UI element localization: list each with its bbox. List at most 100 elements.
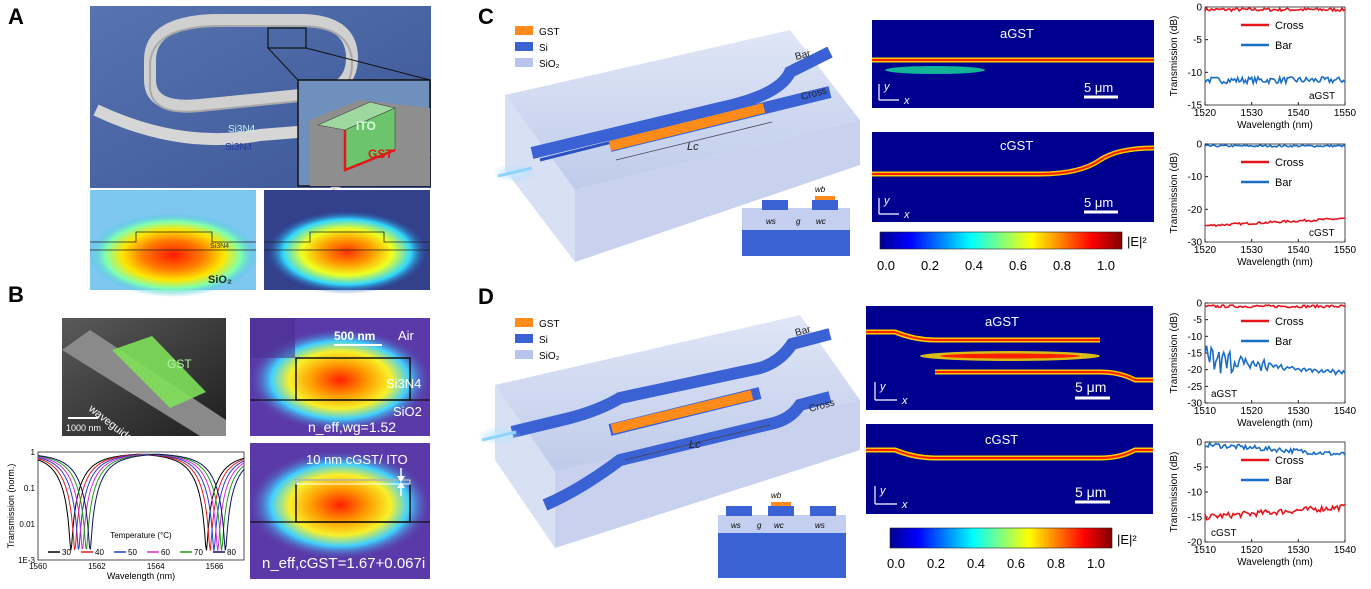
label-sio2: SiO₂ <box>208 274 232 286</box>
y-tick-label: -15 <box>1188 101 1203 112</box>
legend-label: Cross <box>1275 157 1304 169</box>
c-wb-label: wb <box>815 185 826 194</box>
annotation-label: cGST <box>1211 528 1237 539</box>
x-tick-label: 1520 <box>1194 245 1217 256</box>
series-line-bar <box>1204 74 1346 87</box>
d-lc-label: Lc <box>689 439 701 451</box>
y-tick-label: 0 <box>1196 140 1202 151</box>
chart-ring-transmission: 1560 1562 1564 1566 1 0.1 0.01 1E-3 Wavelength (… <box>6 448 245 581</box>
c-legend-sio2: SiO₂ <box>539 59 560 70</box>
legend-title: Temperature (°C) <box>110 531 172 540</box>
d-g-label: g <box>757 521 762 530</box>
plot-frame <box>1204 6 1346 106</box>
y-tick-label: -5 <box>1193 315 1202 326</box>
panel-a: A ITO GST Si3N4 Si3N4 Si3N4 SiO₂ <box>8 4 432 297</box>
d-axis-x-c: x <box>901 499 908 511</box>
label-si3n4-b: Si3N4 <box>386 376 421 391</box>
x-tick-label: 1550 <box>1334 245 1357 256</box>
c-bar-label: Bar <box>794 48 813 63</box>
colorbar-tick: 1.0 <box>1097 258 1115 273</box>
d-field-agst-label: aGST <box>985 314 1019 329</box>
legend-label: Cross <box>1275 455 1304 467</box>
ring-shadow <box>149 25 354 113</box>
colorbar-tick: 0.8 <box>1047 556 1065 571</box>
chart-d-cgst: 1510 1520 1530 1540 0 -5 -10 -15 -20 Wavelength (… <box>1169 438 1357 569</box>
y-tick-label: 1 <box>31 448 36 457</box>
x-axis-label: Wavelength (nm) <box>1237 257 1313 268</box>
y-tick-label: -20 <box>1188 205 1203 216</box>
y-tick-label: 0.01 <box>19 520 35 529</box>
series-line-bar <box>1204 144 1346 148</box>
y-tick-label: -10 <box>1188 172 1203 183</box>
x-axis-label: Wavelength (nm) <box>1237 120 1313 131</box>
d-scale-a: 5 μm <box>1075 379 1106 395</box>
c-axis-x-c: x <box>903 209 910 221</box>
c-field-cgst <box>872 132 1154 222</box>
y-tick-label: -10 <box>1188 488 1203 499</box>
series-line-cross <box>1204 6 1346 13</box>
label-air: Air <box>398 328 415 343</box>
colorbar-tick: 0.4 <box>965 258 983 273</box>
y-tick-label: -30 <box>1188 238 1203 249</box>
panel-c: C Bar Cross Lc GST Si SiO₂ wb ws g wc <box>478 3 1357 274</box>
x-tick-label: 1520 <box>1194 108 1217 119</box>
panel-b: B GST waveguide 1000 nm 1560 1562 1564 1566… <box>6 282 432 581</box>
legend-label: 30 <box>62 548 71 557</box>
label-sio2-b: SiO2 <box>393 404 422 419</box>
colorbar-tick: 0.4 <box>967 556 985 571</box>
c-axis-x-a: x <box>903 95 910 107</box>
mode-scale-label: 500 nm <box>334 329 375 343</box>
y-tick-label: -20 <box>1188 538 1203 549</box>
d-axis-y-c: y <box>879 485 887 497</box>
y-tick-label: -20 <box>1188 365 1203 376</box>
x-tick-label: 1540 <box>1334 545 1357 556</box>
series-line-cross <box>1204 303 1346 310</box>
d-legend-gst: GST <box>539 319 560 330</box>
x-tick-label: 1510 <box>1194 545 1217 556</box>
chart-c-agst: 1520 1530 1540 1550 0 -5 -10 -15 Wavelength (nm)… <box>1169 3 1357 132</box>
series-line-80 <box>37 453 245 551</box>
neff-wg-label: n_eff,wg=1.52 <box>308 419 396 435</box>
colorbar-tick: 0.2 <box>927 556 945 571</box>
annotation-label: aGST <box>1309 91 1335 102</box>
y-tick-label: -5 <box>1193 35 1202 46</box>
legend-label: 60 <box>161 548 170 557</box>
d-scale-c: 5 μm <box>1075 484 1106 500</box>
y-tick-label: -10 <box>1188 332 1203 343</box>
chart-d-agst: 1510 1520 1530 1540 0 -5 -10 -15 -20 -25 -30 Wavele… <box>1169 299 1357 430</box>
legend-label: 40 <box>95 548 104 557</box>
c-wc-label: wc <box>816 217 826 226</box>
c-colorbar <box>879 231 1123 250</box>
x-axis-label: Wavelength (nm) <box>1237 557 1313 568</box>
x-axis-label: Wavelength (nm) <box>1237 418 1313 429</box>
y-axis-label: Transmission (dB) <box>1169 313 1180 394</box>
colorbar-tick: 0.8 <box>1053 258 1071 273</box>
legend-label: Bar <box>1275 40 1292 52</box>
y-tick-label: 0 <box>1196 299 1202 310</box>
c-field-agst <box>872 20 1154 108</box>
y-tick-label: -5 <box>1193 463 1202 474</box>
label-si3n4-small: Si3N4 <box>210 243 229 250</box>
label-gst: GST <box>368 147 393 161</box>
y-tick-label: -30 <box>1188 399 1203 410</box>
panel-b-letter: B <box>8 282 24 307</box>
x-axis-label: Wavelength (nm) <box>107 571 175 581</box>
x-tick-label: 1530 <box>1287 545 1310 556</box>
chart-c-cgst: 1520 1530 1540 1550 0 -10 -20 -30 Wavelength (nm… <box>1169 140 1357 269</box>
legend-label: Bar <box>1275 336 1292 348</box>
d-wc-label: wc <box>774 521 784 530</box>
bus-waveguide <box>93 104 421 146</box>
panel-a-letter: A <box>8 4 24 29</box>
panel-c-letter: C <box>478 4 494 29</box>
x-tick-label: 1540 <box>1334 406 1357 417</box>
y-tick-label: -25 <box>1188 382 1203 393</box>
y-axis-label: Transmission (norm.) <box>6 464 16 549</box>
panel-d-letter: D <box>478 284 494 309</box>
cgst-ito-label: 10 nm cGST/ ITO <box>306 452 408 467</box>
x-tick-label: 1530 <box>1241 108 1264 119</box>
series-line-bar <box>1204 440 1346 457</box>
d-colorbar-label: |E|² <box>1117 532 1137 547</box>
legend-label: 50 <box>128 548 137 557</box>
series-line-cross <box>1204 503 1346 521</box>
